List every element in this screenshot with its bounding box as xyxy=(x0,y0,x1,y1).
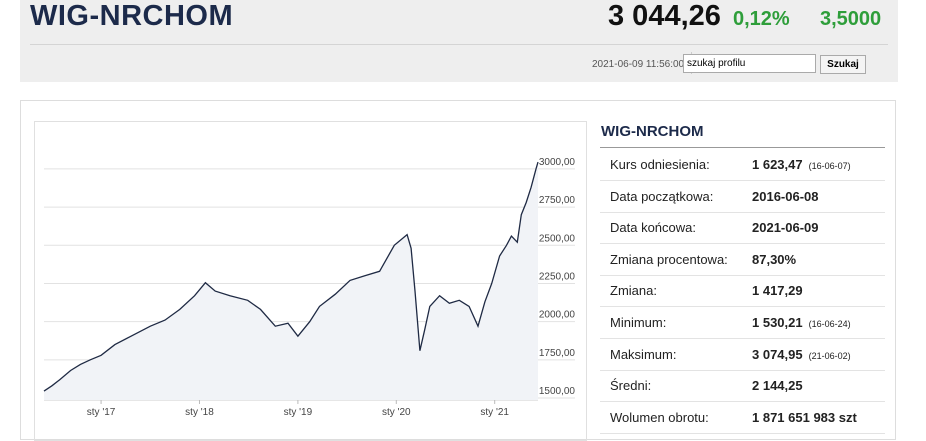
row-value: 2021-06-09 xyxy=(752,220,819,236)
x-tick-label: sty '20 xyxy=(382,407,411,418)
row-label: Data początkowa: xyxy=(610,188,714,204)
row-value: 1 530,21 (16-06-24) xyxy=(752,315,851,330)
row-note: (21-06-02) xyxy=(808,350,851,361)
table-row: Data początkowa: 2016-06-08 xyxy=(600,181,885,213)
row-label: Średni: xyxy=(610,378,652,394)
divider xyxy=(30,44,888,45)
timestamp: 2021-06-09 11:56:00 xyxy=(592,59,685,70)
area xyxy=(44,162,538,400)
index-title: WIG-NRCHOM xyxy=(30,0,234,32)
price: 3 044,26 xyxy=(608,0,721,32)
y-tick-label: 2500,00 xyxy=(539,233,576,244)
table-row: Maksimum: 3 074,95 (21-06-02) xyxy=(600,339,885,371)
x-tick-label: sty '21 xyxy=(480,407,509,418)
y-tick-label: 1750,00 xyxy=(539,348,576,359)
row-label: Zmiana procentowa: xyxy=(610,251,728,267)
y-tick-label: 2000,00 xyxy=(539,310,576,321)
table-row: Data końcowa: 2021-06-09 xyxy=(600,212,885,245)
row-value: 1 417,29 xyxy=(752,283,803,299)
divider xyxy=(600,147,885,148)
row-label: Data końcowa: xyxy=(610,220,696,236)
search-input[interactable]: szukaj profilu xyxy=(683,54,816,73)
row-note: (16-06-24) xyxy=(808,319,851,329)
row-label: Wolumen obrotu: xyxy=(610,409,709,425)
row-value: 2016-06-08 xyxy=(752,188,819,204)
row-label: Kurs odniesienia: xyxy=(610,157,710,172)
table-row: Średni: 2 144,25 xyxy=(600,370,885,403)
table-row: Wolumen obrotu: 1 871 651 983 szt xyxy=(600,402,885,434)
row-value: 3 074,95 (21-06-02) xyxy=(752,346,851,362)
line xyxy=(43,161,539,392)
row-value: 2 144,25 xyxy=(752,378,803,394)
table-row: Minimum: 1 530,21 (16-06-24) xyxy=(600,307,885,339)
change-pct: 0,12% xyxy=(733,8,790,30)
header: WIG-NRCHOM 3 044,26 0,12% 3,5000 2021-06… xyxy=(20,0,898,82)
row-value: 1 871 651 983 szt xyxy=(752,409,857,425)
row-label: Maksimum: xyxy=(610,346,677,362)
row-label: Minimum: xyxy=(610,315,667,330)
row-label: Zmiana: xyxy=(610,283,657,299)
y-tick-label: 2250,00 xyxy=(539,271,576,282)
y-tick-label: 3000,00 xyxy=(539,157,576,168)
table-row: Zmiana: 1 417,29 xyxy=(600,275,885,308)
x-tick-label: sty '17 xyxy=(87,407,116,418)
row-note: (16-06-07) xyxy=(808,161,851,171)
y-tick-label: 1500,00 xyxy=(539,386,576,397)
table-title: WIG-NRCHOM xyxy=(601,123,704,140)
row-value: 87,30% xyxy=(752,251,797,267)
change-abs: 3,5000 xyxy=(820,8,882,30)
chart: 1500,00 1750,00 2000,00 2250,00 2500,00 2750,… xyxy=(43,157,576,418)
y-tick-label: 2750,00 xyxy=(539,195,576,206)
x-tick-label: sty '18 xyxy=(185,407,214,418)
x-tick-label: sty '19 xyxy=(284,407,313,418)
table-row: Kurs odniesienia: 1 623,47 (16-06-07) xyxy=(600,149,885,181)
search-button[interactable]: Szukaj xyxy=(820,55,866,74)
page: WIG-NRCHOM 3 044,26 0,12% 3,5000 2021-06… xyxy=(20,0,898,441)
table-row: Zmiana procentowa: 87,30% xyxy=(600,244,885,276)
row-value: 1 623,47 (16-06-07) xyxy=(752,157,851,172)
